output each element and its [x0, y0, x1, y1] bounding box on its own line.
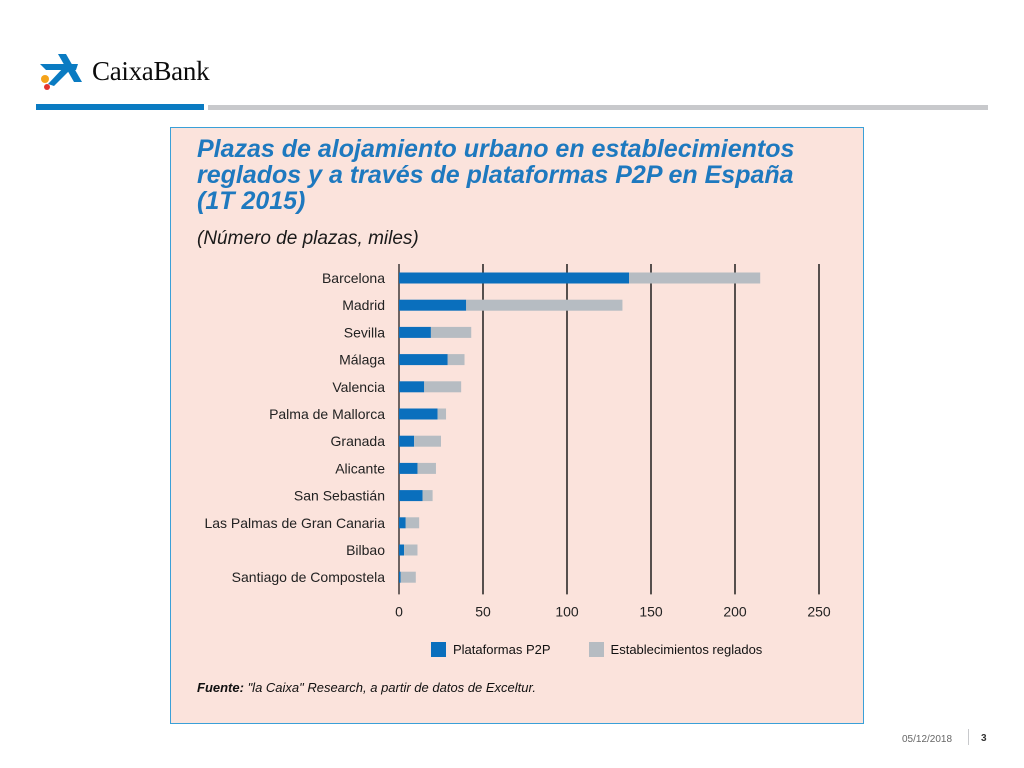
category-label: Granada: [331, 433, 386, 449]
category-label: Valencia: [332, 379, 385, 395]
category-label: Barcelona: [322, 270, 385, 286]
chart-title: Plazas de alojamiento urbano en establec…: [197, 136, 837, 214]
bar-p2p: [399, 435, 415, 447]
bar-p2p: [399, 326, 431, 338]
chart-subtitle: (Número de plazas, miles): [197, 228, 419, 249]
bar-reglados: [447, 354, 465, 366]
bar-p2p: [399, 299, 467, 311]
source-label: Fuente:: [197, 680, 244, 695]
bar-reglados: [466, 299, 623, 311]
category-label: Palma de Mallorca: [269, 406, 385, 422]
category-label: Alicante: [335, 460, 385, 476]
legend-item-p2p: Plataformas P2P: [431, 642, 551, 657]
bar-reglados: [404, 544, 418, 556]
bar-reglados: [417, 462, 436, 474]
category-label: San Sebastián: [294, 488, 385, 504]
legend-swatch: [431, 642, 446, 657]
bar-p2p: [399, 408, 438, 420]
legend-item-reglados: Establecimientos reglados: [588, 642, 763, 657]
category-label: Madrid: [342, 297, 385, 313]
bar-p2p: [399, 571, 401, 583]
bar-reglados: [422, 490, 433, 502]
chart-legend: Plataformas P2P Establecimientos reglado…: [431, 642, 800, 657]
chart-panel: Plazas de alojamiento urbano en establec…: [170, 127, 864, 724]
category-label: Las Palmas de Gran Canaria: [204, 515, 385, 531]
category-label: Málaga: [339, 352, 385, 368]
bar-reglados: [424, 381, 462, 393]
header-rule-gray: [208, 105, 988, 110]
chart-title-line: reglados y a través de plataformas P2P e…: [197, 161, 794, 189]
bar-p2p: [399, 462, 418, 474]
brand-name: CaixaBank: [92, 55, 210, 86]
x-tick-label: 200: [723, 603, 747, 619]
bar-chart: 0 50 100 150 200 250 Barcelona Madrid Sevilla Mál…: [204, 264, 831, 619]
bar-p2p: [399, 490, 423, 502]
category-label: Bilbao: [346, 542, 385, 558]
bar-reglados: [437, 408, 447, 420]
x-tick-label: 100: [555, 603, 579, 619]
legend-swatch: [588, 642, 604, 657]
page-number: 3: [981, 733, 987, 744]
category-label: Santiago de Compostela: [232, 569, 386, 585]
bar-p2p: [399, 272, 630, 284]
x-tick-label: 50: [475, 603, 491, 619]
chart-source: Fuente: "la Caixa" Research, a partir de…: [197, 680, 536, 695]
footer-date: 05/12/2018: [902, 734, 953, 745]
footer-separator: [968, 729, 969, 745]
caixabank-logo: CaixaBank: [36, 52, 210, 90]
bar-p2p: [399, 544, 405, 556]
source-text: "la Caixa" Research, a partir de datos d…: [243, 680, 536, 695]
category-label: Sevilla: [344, 324, 385, 340]
x-tick-label: 0: [395, 603, 403, 619]
bar-p2p: [399, 381, 425, 393]
chart-title-line: (1T 2015): [197, 187, 306, 215]
chart-title-line: Plazas de alojamiento urbano en establec…: [197, 135, 795, 163]
bar-reglados: [405, 517, 420, 529]
x-tick-label: 150: [639, 603, 663, 619]
bar-reglados: [414, 435, 441, 447]
legend-label: Establecimientos reglados: [610, 642, 763, 657]
bar-p2p: [399, 354, 448, 366]
header-rule-blue: [36, 104, 204, 110]
bar-reglados: [430, 326, 472, 338]
legend-label: Plataformas P2P: [453, 642, 551, 657]
x-tick-label: 250: [807, 603, 831, 619]
bar-p2p: [399, 517, 406, 529]
bar-reglados: [629, 272, 761, 284]
bar-reglados: [400, 571, 416, 583]
star-icon: [40, 54, 82, 90]
